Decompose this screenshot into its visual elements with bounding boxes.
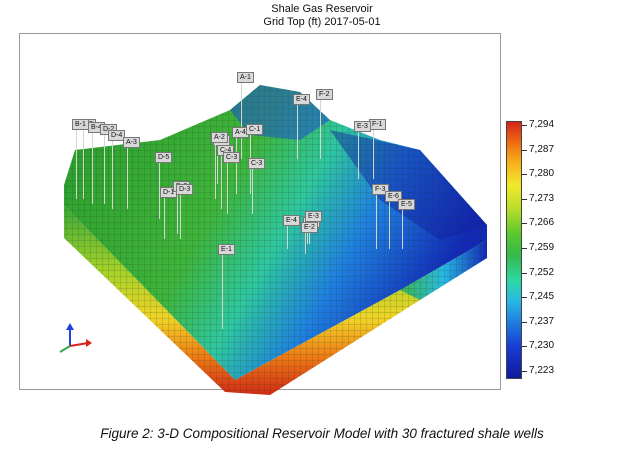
well-label[interactable]: B-1	[72, 119, 89, 130]
well-trajectory	[241, 81, 242, 159]
well-label[interactable]: F-2	[316, 89, 333, 100]
legend-tick	[522, 174, 527, 176]
well-label[interactable]: C-1	[246, 124, 264, 135]
well-label[interactable]: E-2	[301, 222, 318, 233]
well-label[interactable]: D-5	[155, 152, 173, 163]
well-trajectory	[373, 128, 374, 179]
legend-tick	[522, 223, 527, 225]
well-trajectory	[127, 146, 128, 209]
well-trajectory	[402, 208, 403, 249]
well-trajectory	[215, 141, 216, 199]
well-trajectory	[227, 161, 228, 214]
well-trajectory	[217, 144, 218, 184]
well-trajectory	[92, 131, 93, 204]
legend-tick-label: 7,294	[529, 119, 555, 130]
well-label[interactable]: A-1	[237, 72, 254, 83]
well-trajectory	[104, 133, 105, 204]
legend-tick-label: 7,237	[529, 315, 555, 327]
legend-tick-label: 7,245	[529, 291, 555, 303]
chart-subtitle: Grid Top (ft) 2017-05-01	[263, 16, 381, 28]
legend-tick-label: 7,252	[529, 266, 555, 278]
well-label[interactable]: E-1	[218, 244, 235, 255]
legend-tick-label: 7,259	[529, 242, 555, 253]
well-label[interactable]: E-3	[354, 121, 371, 132]
well-label[interactable]: E-4	[283, 215, 300, 226]
well-label[interactable]: D-4	[108, 130, 126, 141]
well-trajectory	[287, 224, 288, 249]
well-label[interactable]: F-3	[372, 184, 389, 195]
well-label[interactable]: E-5	[398, 199, 415, 210]
figure-caption: Figure 2: 3-D Compositional Reservoir Mo…	[100, 426, 544, 441]
legend-tick-label: 7,230	[529, 340, 555, 352]
well-trajectory	[83, 128, 84, 199]
legend-tick	[522, 371, 527, 372]
legend-tick-label: 7,287	[529, 143, 555, 155]
well-trajectory	[222, 253, 223, 329]
well-trajectory	[236, 136, 237, 194]
well-trajectory	[221, 154, 222, 209]
well-trajectory	[76, 128, 77, 199]
well-trajectory	[307, 226, 308, 244]
legend-tick	[522, 297, 527, 299]
well-trajectory	[112, 139, 113, 209]
well-label[interactable]: E-6	[385, 191, 402, 202]
legend-tick	[522, 198, 527, 200]
well-trajectory	[180, 193, 181, 239]
well-trajectory	[297, 103, 298, 159]
legend-tick-label: 7,223	[529, 365, 555, 376]
legend-tick	[522, 272, 527, 274]
well-trajectory	[252, 167, 253, 214]
well-trajectory	[305, 231, 306, 254]
well-label[interactable]: E-3	[305, 211, 322, 222]
well-trajectory	[376, 193, 377, 249]
well-label[interactable]: F-1	[369, 119, 386, 130]
chart-title: Shale Gas Reservoir	[271, 3, 373, 15]
well-label[interactable]: C-3	[248, 158, 266, 169]
well-trajectory	[159, 161, 160, 219]
legend-tick-label: 7,266	[529, 217, 555, 229]
well-label[interactable]: E-4	[293, 94, 310, 105]
well-label[interactable]: D-3	[176, 184, 194, 195]
legend-tick-label: 7,273	[529, 192, 555, 204]
axis-triad	[59, 323, 92, 353]
color-scale-bar	[506, 121, 522, 379]
well-label[interactable]: C-3	[223, 152, 241, 163]
legend-tick	[522, 125, 527, 126]
legend-tick-label: 7,280	[529, 168, 555, 180]
legend-tick	[522, 149, 527, 151]
well-trajectory	[389, 200, 390, 249]
legend-tick	[522, 321, 527, 323]
legend-tick	[522, 346, 527, 348]
legend-tick	[522, 248, 527, 249]
well-trajectory	[320, 98, 321, 159]
well-label[interactable]: A-2	[211, 132, 228, 143]
well-trajectory	[164, 196, 165, 239]
well-label[interactable]: A-3	[123, 137, 140, 148]
well-trajectory	[358, 130, 359, 179]
well-trajectory	[177, 190, 178, 234]
